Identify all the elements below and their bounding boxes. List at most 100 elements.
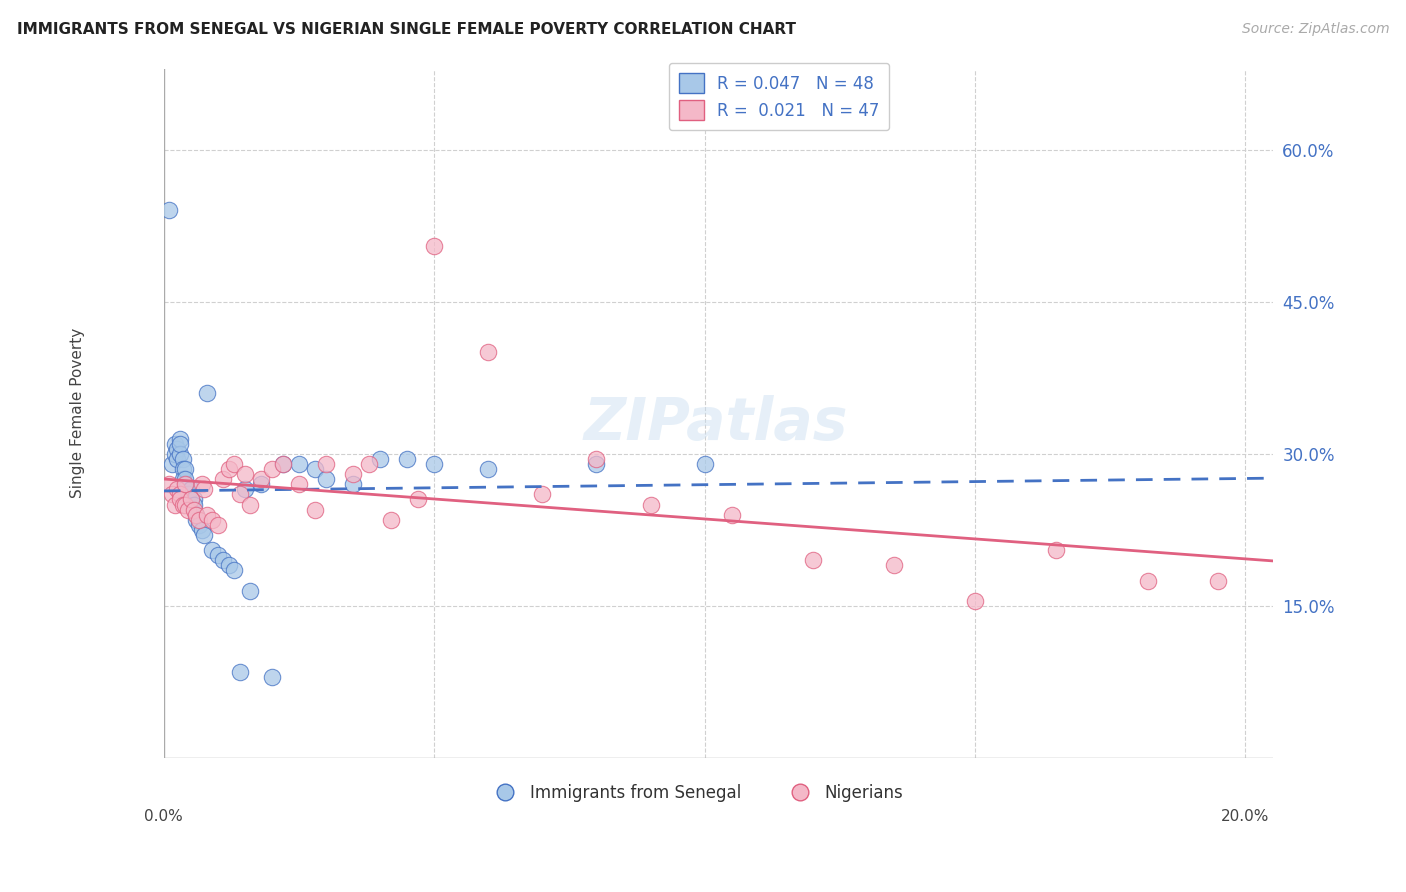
Point xyxy=(187,513,209,527)
Point xyxy=(585,451,607,466)
Point xyxy=(883,558,905,573)
Point xyxy=(693,457,716,471)
Point xyxy=(271,457,294,471)
Point xyxy=(180,492,202,507)
Legend: Immigrants from Senegal, Nigerians: Immigrants from Senegal, Nigerians xyxy=(482,777,910,808)
Point xyxy=(186,508,208,522)
Point xyxy=(965,594,987,608)
Point xyxy=(163,436,186,450)
Point xyxy=(207,548,229,562)
Point xyxy=(406,492,429,507)
Point xyxy=(260,462,283,476)
Point xyxy=(174,462,197,476)
Text: Source: ZipAtlas.com: Source: ZipAtlas.com xyxy=(1241,22,1389,37)
Point xyxy=(207,517,229,532)
Point xyxy=(157,203,180,218)
Point xyxy=(187,517,209,532)
Point xyxy=(195,508,218,522)
Point xyxy=(166,483,188,497)
Point xyxy=(180,492,202,507)
Point xyxy=(172,472,194,486)
Point xyxy=(342,477,364,491)
Point xyxy=(250,472,273,486)
Point xyxy=(423,239,446,253)
Point xyxy=(163,498,186,512)
Point xyxy=(342,467,364,481)
Point xyxy=(239,498,262,512)
Point xyxy=(172,451,194,466)
Point xyxy=(315,472,337,486)
Point xyxy=(169,432,191,446)
Point xyxy=(218,462,240,476)
Point xyxy=(190,477,212,491)
Point xyxy=(160,487,183,501)
Point xyxy=(177,502,200,516)
Point xyxy=(169,436,191,450)
Point xyxy=(174,498,197,512)
Text: ZIPatlas: ZIPatlas xyxy=(583,395,848,452)
Point xyxy=(288,457,311,471)
Text: 20.0%: 20.0% xyxy=(1222,809,1270,823)
Point xyxy=(169,447,191,461)
Point xyxy=(166,442,188,456)
Point xyxy=(531,487,554,501)
Point xyxy=(315,457,337,471)
Point xyxy=(174,472,197,486)
Point xyxy=(260,670,283,684)
Point xyxy=(218,558,240,573)
Point xyxy=(172,462,194,476)
Point xyxy=(640,498,662,512)
Point xyxy=(304,462,326,476)
Point xyxy=(212,472,235,486)
Point xyxy=(169,487,191,501)
Point xyxy=(166,451,188,466)
Point xyxy=(222,457,245,471)
Point xyxy=(585,457,607,471)
Point xyxy=(186,513,208,527)
Point xyxy=(1137,574,1160,588)
Point xyxy=(288,477,311,491)
Point xyxy=(720,508,742,522)
Point xyxy=(239,583,262,598)
Point xyxy=(359,457,381,471)
Point xyxy=(222,563,245,577)
Point xyxy=(233,467,256,481)
Point xyxy=(183,492,205,507)
Point xyxy=(174,477,197,491)
Point xyxy=(228,487,250,501)
Point xyxy=(477,345,499,359)
Point xyxy=(423,457,446,471)
Point xyxy=(163,447,186,461)
Point xyxy=(177,492,200,507)
Point xyxy=(180,483,202,497)
Point xyxy=(201,513,224,527)
Point xyxy=(193,483,215,497)
Point xyxy=(250,477,273,491)
Text: Single Female Poverty: Single Female Poverty xyxy=(70,328,84,499)
Point xyxy=(271,457,294,471)
Point xyxy=(304,502,326,516)
Point xyxy=(177,487,200,501)
Point xyxy=(172,498,194,512)
Text: 0.0%: 0.0% xyxy=(145,809,183,823)
Point xyxy=(368,451,391,466)
Point xyxy=(233,483,256,497)
Point xyxy=(183,498,205,512)
Point xyxy=(183,502,205,516)
Text: IMMIGRANTS FROM SENEGAL VS NIGERIAN SINGLE FEMALE POVERTY CORRELATION CHART: IMMIGRANTS FROM SENEGAL VS NIGERIAN SING… xyxy=(17,22,796,37)
Point xyxy=(380,513,402,527)
Point xyxy=(169,492,191,507)
Point xyxy=(1045,543,1067,558)
Point xyxy=(396,451,419,466)
Point xyxy=(160,457,183,471)
Point xyxy=(228,665,250,679)
Point xyxy=(195,386,218,401)
Point xyxy=(477,462,499,476)
Point xyxy=(193,528,215,542)
Point xyxy=(190,523,212,537)
Point xyxy=(801,553,824,567)
Point xyxy=(201,543,224,558)
Point xyxy=(186,508,208,522)
Point xyxy=(212,553,235,567)
Point xyxy=(1208,574,1230,588)
